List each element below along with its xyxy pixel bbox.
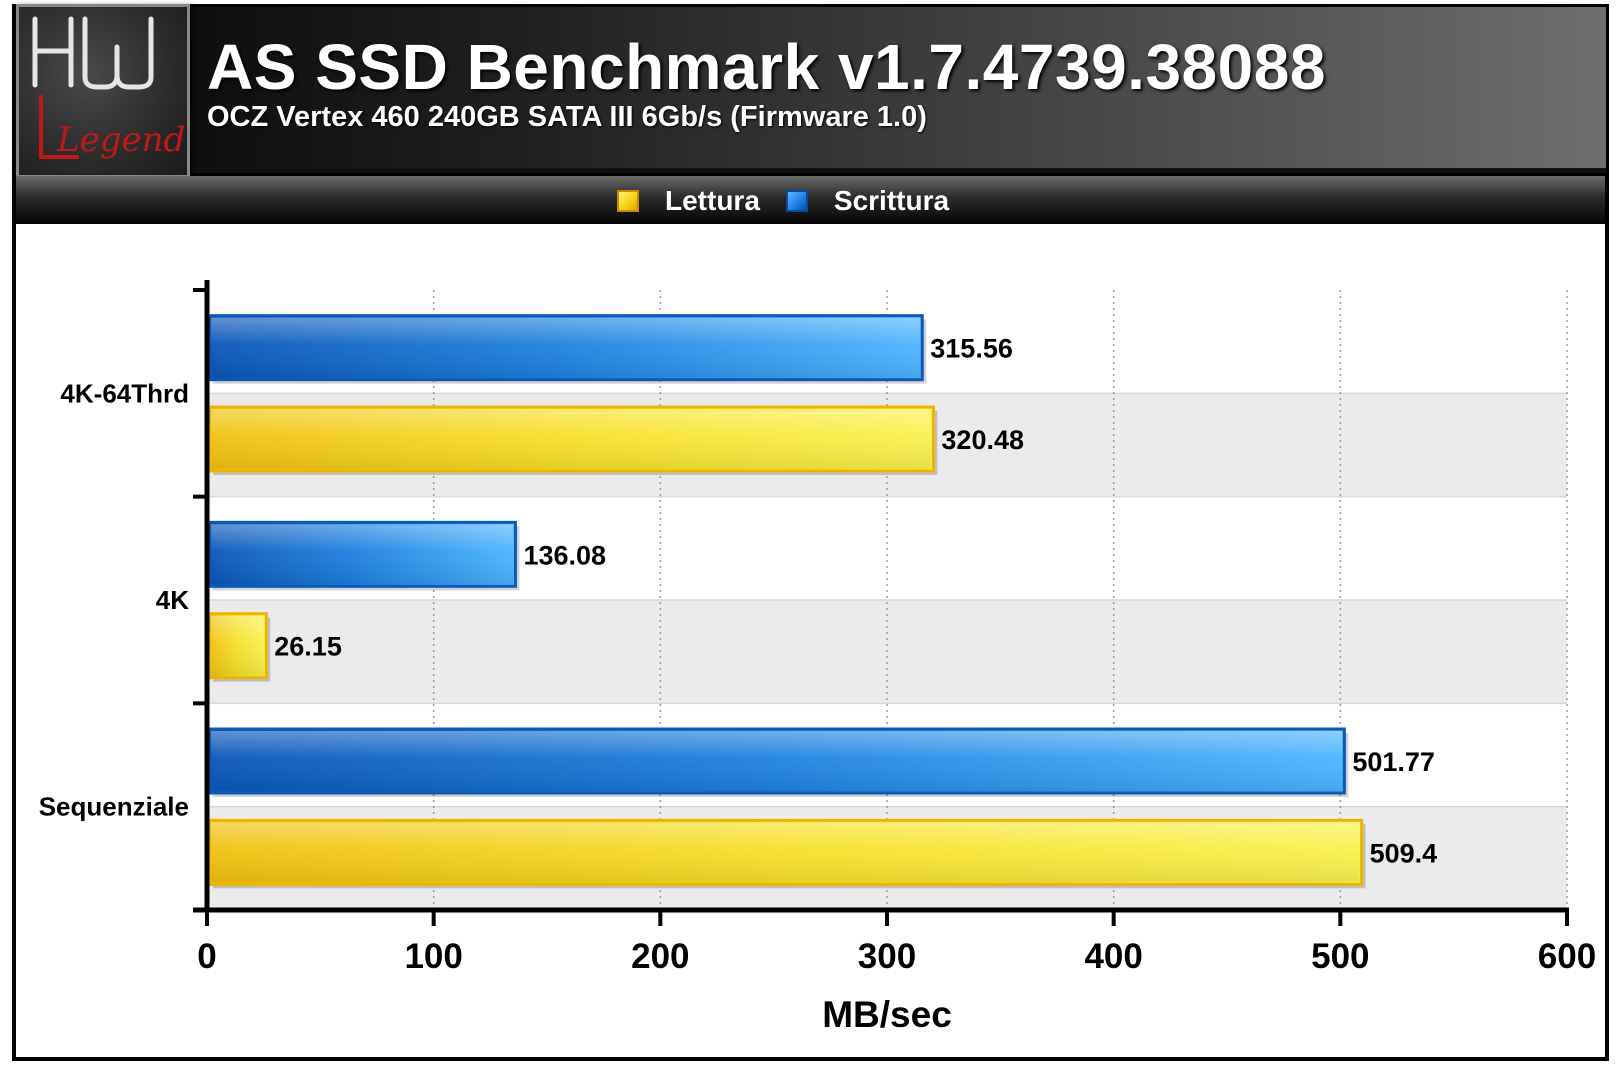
x-tick-label: 100 [404,937,462,976]
bar-highlight [211,615,265,676]
x-tick-label: 0 [197,937,216,976]
bar-highlight [211,409,932,469]
category-label: 4K [156,585,189,615]
bar-highlight [211,524,514,585]
bar-highlight [211,731,1343,791]
data-label-lettura: 320.48 [941,425,1024,455]
legend-swatch-scrittura [785,190,808,212]
legend-label-scrittura: Scrittura [833,185,950,216]
data-label-lettura: 509.4 [1370,838,1438,868]
bar-highlight [211,317,921,378]
chart-header [12,4,1609,176]
data-label-scrittura: 315.56 [930,334,1013,364]
bar-highlight [211,822,1360,883]
x-tick-label: 500 [1311,937,1369,976]
legend: Lettura Scrittura [617,185,975,216]
x-tick-label: 600 [1538,937,1596,976]
category-label: Sequenziale [39,792,189,822]
axes: 0 100 200 300 400 500 600 4K-64Thrd 4K Sequenzial… [39,280,1596,976]
gridlines [432,290,1568,910]
category-label: 4K-64Thrd [60,378,189,408]
data-label-scrittura: 136.08 [523,540,606,570]
x-tick-label: 300 [858,937,916,976]
logo-text-legend: Legend [56,120,185,160]
chart-title: AS SSD Benchmark v1.7.4739.38088 [207,31,1326,103]
hw-legend-logo: Legend [32,16,185,160]
data-label-scrittura: 501.77 [1352,747,1435,777]
chart-labels: MB/sec [822,994,952,1035]
data-label-lettura: 26.15 [274,632,342,662]
legend-label-lettura: Lettura [665,185,760,216]
chart-subtitle: OCZ Vertex 460 240GB SATA III 6Gb/s (Fir… [207,101,927,133]
x-axis-title: MB/sec [822,994,952,1035]
bars: 315.56 320.48 136.08 26.15 501.77 509.4 [207,314,1438,889]
x-tick-label: 200 [631,937,689,976]
legend-swatch-lettura [617,190,639,212]
legend-bar [12,176,1609,224]
x-tick-label: 400 [1084,937,1142,976]
